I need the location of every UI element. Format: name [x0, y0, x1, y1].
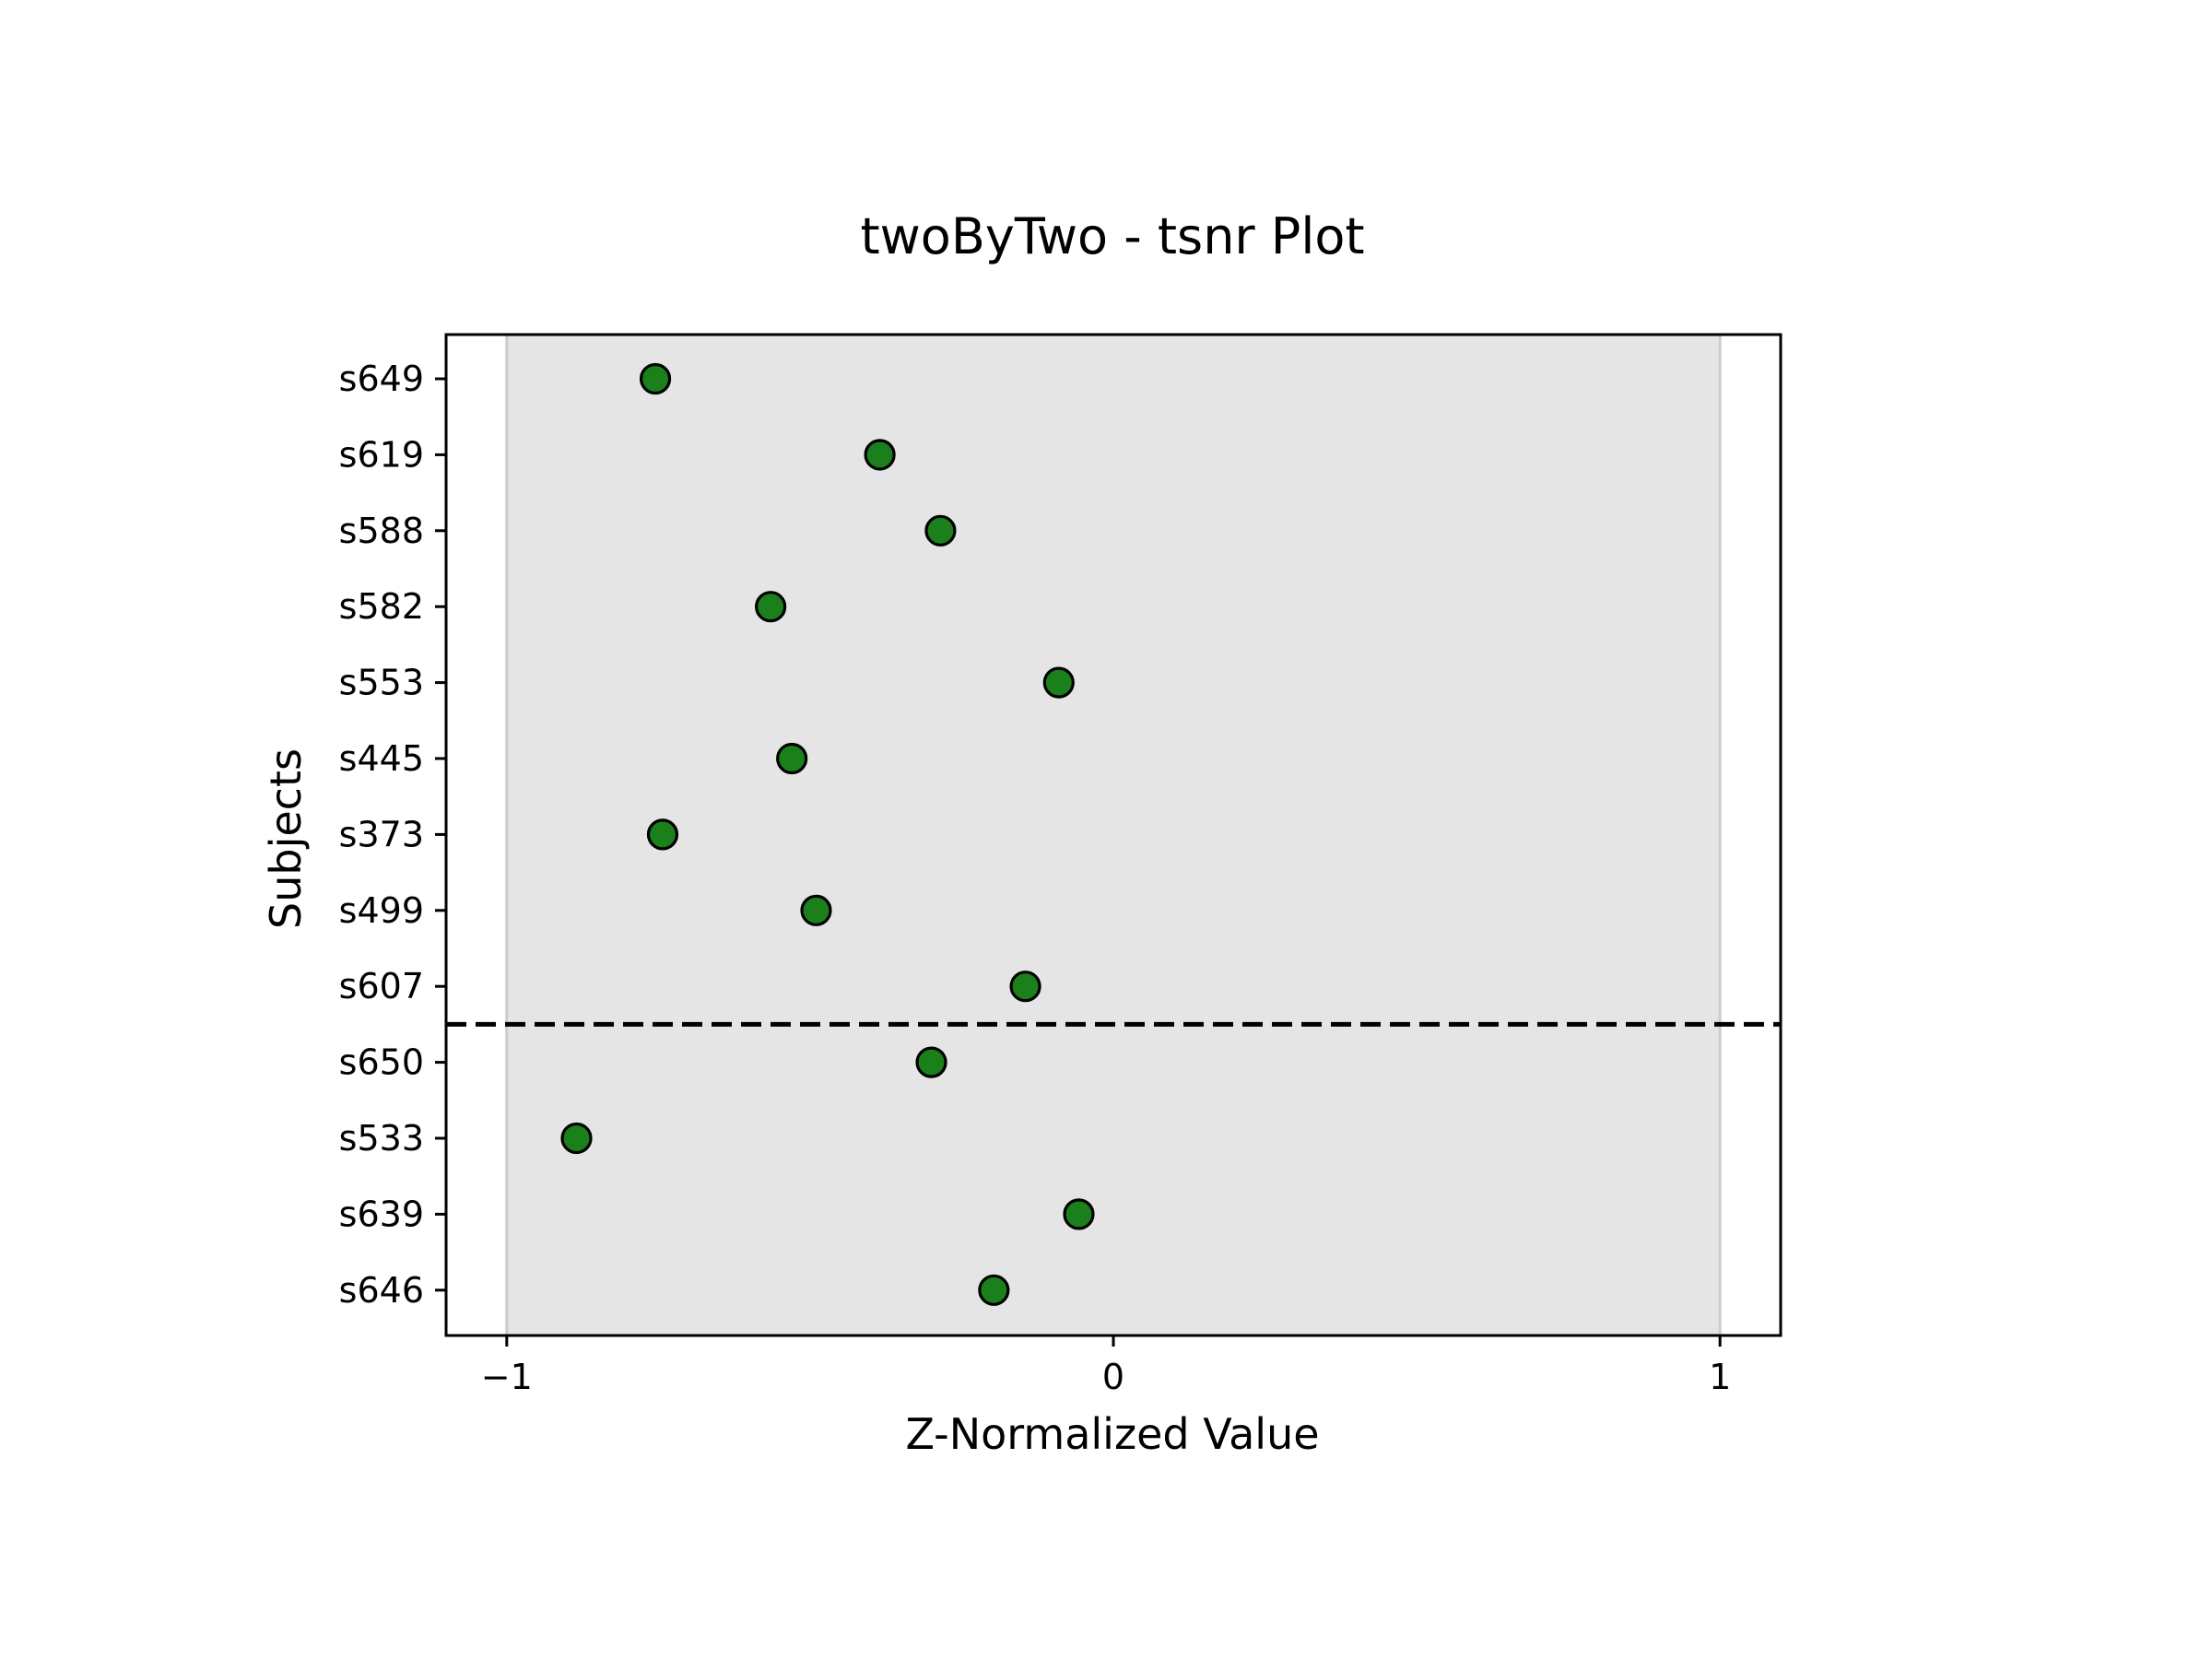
- x-tick-label: 1: [1709, 1357, 1731, 1397]
- x-axis-label: Z-Normalized Value: [905, 1409, 1319, 1459]
- y-tick-label: s445: [339, 738, 424, 779]
- y-tick-label: s533: [339, 1118, 424, 1159]
- y-tick-label: s639: [339, 1194, 424, 1234]
- y-tick-label: s499: [339, 890, 424, 931]
- data-point-s619: [864, 439, 896, 471]
- data-point-s553: [1042, 666, 1075, 699]
- x-tick-label: −1: [481, 1357, 533, 1397]
- y-tick-label: s649: [339, 359, 424, 399]
- data-point-s445: [776, 742, 808, 775]
- y-tick-label: s553: [339, 663, 424, 703]
- y-tick-label: s582: [339, 586, 424, 627]
- y-tick-label: s373: [339, 814, 424, 854]
- y-tick-label: s619: [339, 434, 424, 475]
- data-point-s582: [755, 591, 787, 623]
- y-tick-label: s650: [339, 1042, 424, 1083]
- y-tick-label: s646: [339, 1270, 424, 1311]
- y-axis-ticks: s649 s619 s588 s582 s553 s445 s373 s499 s607 s650…: [339, 359, 446, 1311]
- data-point-s650: [915, 1046, 947, 1078]
- y-axis-label: Subjects: [261, 748, 311, 929]
- data-point-s646: [978, 1274, 1010, 1306]
- chart-title: twoByTwo - tsnr Plot: [860, 207, 1364, 265]
- shaded-band: [506, 335, 1721, 1335]
- x-axis-ticks: −1 0 1: [481, 1335, 1731, 1397]
- data-point-s373: [646, 818, 679, 851]
- data-point-s588: [924, 514, 957, 547]
- data-point-s649: [639, 362, 672, 395]
- data-point-s533: [560, 1122, 593, 1155]
- y-tick-label: s588: [339, 511, 424, 551]
- data-point-s499: [800, 894, 832, 926]
- y-tick-label: s607: [339, 966, 424, 1006]
- data-point-s639: [1063, 1198, 1095, 1230]
- plot-area: [444, 333, 1783, 1337]
- x-tick-label: 0: [1102, 1357, 1124, 1397]
- data-point-s607: [1009, 971, 1041, 1003]
